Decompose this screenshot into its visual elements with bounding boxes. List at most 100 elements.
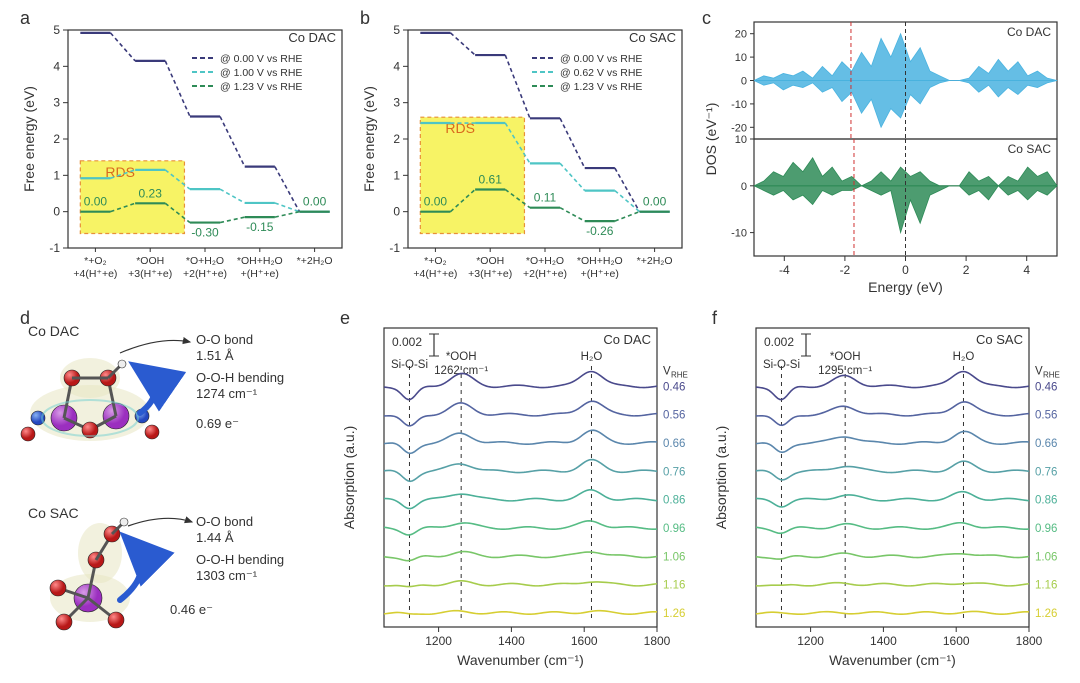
svg-text:5: 5 <box>393 23 400 37</box>
svg-text:0.66: 0.66 <box>1035 438 1057 450</box>
svg-text:0.11: 0.11 <box>534 191 557 205</box>
svg-text:-0.30: -0.30 <box>191 226 219 240</box>
svg-text:Si-O-Si: Si-O-Si <box>763 359 800 371</box>
svg-text:0.76: 0.76 <box>663 466 685 478</box>
svg-text:0.46 e⁻: 0.46 e⁻ <box>170 602 213 617</box>
svg-text:V: V <box>663 365 671 377</box>
ir-spectra-sac: 1200140016001800Wavenumber (cm⁻¹)Absorpt… <box>712 308 1077 673</box>
svg-text:O-O bond: O-O bond <box>196 332 253 347</box>
svg-text:*OOH: *OOH <box>476 255 504 267</box>
svg-text:4: 4 <box>393 59 400 73</box>
svg-text:-1: -1 <box>389 241 400 255</box>
svg-text:-1: -1 <box>49 241 60 255</box>
svg-text:@ 0.62 V vs RHE: @ 0.62 V vs RHE <box>560 67 642 79</box>
svg-text:-10: -10 <box>731 99 747 111</box>
svg-text:Co SAC: Co SAC <box>976 332 1023 347</box>
panel-b-label: b <box>360 8 370 29</box>
svg-text:5: 5 <box>53 23 60 37</box>
panel-a-label: a <box>20 8 30 29</box>
free-energy-chart-sac: RDS-1012345*+O₂+4(H⁺+e)*OOH+3(H⁺+e)*O+H₂… <box>360 8 690 298</box>
svg-text:Free energy (eV): Free energy (eV) <box>361 86 377 192</box>
svg-text:Wavenumber (cm⁻¹): Wavenumber (cm⁻¹) <box>457 652 584 668</box>
svg-text:4: 4 <box>53 59 60 73</box>
svg-text:@ 0.00 V vs RHE: @ 0.00 V vs RHE <box>220 53 302 65</box>
svg-text:0.002: 0.002 <box>392 335 422 349</box>
svg-text:1400: 1400 <box>498 634 525 648</box>
svg-text:0: 0 <box>53 205 60 219</box>
svg-text:1.26: 1.26 <box>1035 608 1057 620</box>
panel-b: b RDS-1012345*+O₂+4(H⁺+e)*OOH+3(H⁺+e)*O+… <box>360 8 690 298</box>
svg-text:O-O-H bending: O-O-H bending <box>196 552 284 567</box>
svg-text:@ 1.23 V vs RHE: @ 1.23 V vs RHE <box>220 81 302 93</box>
svg-text:-10: -10 <box>731 228 747 240</box>
svg-text:-0.26: -0.26 <box>586 224 614 238</box>
svg-text:1: 1 <box>53 168 60 182</box>
panel-a: a RDS-1012345*+O₂+4(H⁺+e)*OOH+3(H⁺+e)*O+… <box>20 8 350 298</box>
svg-text:*OOH: *OOH <box>136 255 164 267</box>
svg-text:1800: 1800 <box>644 634 671 648</box>
structure-diagram: Co DACO-O bond1.51 ÅO-O-H bending1274 cm… <box>20 308 330 673</box>
svg-text:0.66: 0.66 <box>663 438 685 450</box>
svg-text:-0.15: -0.15 <box>246 220 274 234</box>
svg-text:1400: 1400 <box>870 634 897 648</box>
svg-text:DOS (eV⁻¹): DOS (eV⁻¹) <box>703 103 719 176</box>
svg-text:+3(H⁺+e): +3(H⁺+e) <box>468 268 512 280</box>
svg-text:1262 cm⁻¹: 1262 cm⁻¹ <box>434 365 488 377</box>
svg-text:1600: 1600 <box>943 634 970 648</box>
svg-text:0.86: 0.86 <box>1035 495 1057 507</box>
svg-text:+2(H⁺+e): +2(H⁺+e) <box>183 268 227 280</box>
panel-c: c -20-1001020Co DAC-10010Co SAC-4-2024En… <box>702 8 1067 298</box>
svg-text:1600: 1600 <box>571 634 598 648</box>
panel-e: e 1200140016001800Wavenumber (cm⁻¹)Absor… <box>340 308 705 673</box>
svg-text:Co SAC: Co SAC <box>629 30 676 45</box>
panel-f-label: f <box>712 308 717 329</box>
svg-text:0.00: 0.00 <box>303 195 327 209</box>
free-energy-chart-dac: RDS-1012345*+O₂+4(H⁺+e)*OOH+3(H⁺+e)*O+H₂… <box>20 8 350 298</box>
svg-text:1274 cm⁻¹: 1274 cm⁻¹ <box>196 386 258 401</box>
svg-text:1.51 Å: 1.51 Å <box>196 348 234 363</box>
svg-text:0: 0 <box>741 181 747 193</box>
svg-text:1.44 Å: 1.44 Å <box>196 530 234 545</box>
svg-text:O-O-H bending: O-O-H bending <box>196 370 284 385</box>
svg-text:Absorption (a.u.): Absorption (a.u.) <box>713 426 729 530</box>
svg-text:*OH+H₂O: *OH+H₂O <box>237 255 283 267</box>
svg-text:*OOH: *OOH <box>446 351 477 363</box>
svg-text:1.06: 1.06 <box>1035 551 1057 563</box>
svg-text:0: 0 <box>741 76 747 88</box>
svg-text:0.002: 0.002 <box>764 335 794 349</box>
svg-text:+4(H⁺+e): +4(H⁺+e) <box>413 268 457 280</box>
svg-text:O-O bond: O-O bond <box>196 514 253 529</box>
panel-d-label: d <box>20 308 30 329</box>
svg-text:1200: 1200 <box>797 634 824 648</box>
svg-text:1.16: 1.16 <box>663 580 685 592</box>
svg-text:Co DAC: Co DAC <box>288 30 336 45</box>
svg-text:1.26: 1.26 <box>663 608 685 620</box>
svg-text:0.86: 0.86 <box>663 495 685 507</box>
dos-chart: -20-1001020Co DAC-10010Co SAC-4-2024Ener… <box>702 8 1067 298</box>
svg-text:Si-O-Si: Si-O-Si <box>391 359 428 371</box>
svg-text:-4: -4 <box>779 263 790 277</box>
svg-text:*OOH: *OOH <box>830 351 861 363</box>
svg-text:+2(H⁺+e): +2(H⁺+e) <box>523 268 567 280</box>
svg-text:+4(H⁺+e): +4(H⁺+e) <box>73 268 117 280</box>
svg-text:0: 0 <box>393 205 400 219</box>
svg-text:1.06: 1.06 <box>663 551 685 563</box>
svg-text:0.23: 0.23 <box>139 186 163 200</box>
svg-text:Energy (eV): Energy (eV) <box>868 279 943 295</box>
svg-text:0.96: 0.96 <box>1035 523 1057 535</box>
svg-text:@ 1.00 V vs RHE: @ 1.00 V vs RHE <box>220 67 302 79</box>
svg-text:Wavenumber (cm⁻¹): Wavenumber (cm⁻¹) <box>829 652 956 668</box>
svg-text:2: 2 <box>393 132 400 146</box>
svg-text:3: 3 <box>393 96 400 110</box>
svg-text:20: 20 <box>735 29 747 41</box>
svg-text:10: 10 <box>735 134 747 146</box>
svg-text:@ 0.00 V vs RHE: @ 0.00 V vs RHE <box>560 53 642 65</box>
svg-text:0.00: 0.00 <box>84 195 108 209</box>
svg-text:0.00: 0.00 <box>424 195 448 209</box>
panel-c-label: c <box>702 8 711 29</box>
svg-text:*+O₂: *+O₂ <box>424 255 446 267</box>
svg-text:Co DAC: Co DAC <box>603 332 651 347</box>
svg-text:Absorption (a.u.): Absorption (a.u.) <box>341 426 357 530</box>
svg-text:*+O₂: *+O₂ <box>84 255 106 267</box>
svg-text:0.76: 0.76 <box>1035 466 1057 478</box>
